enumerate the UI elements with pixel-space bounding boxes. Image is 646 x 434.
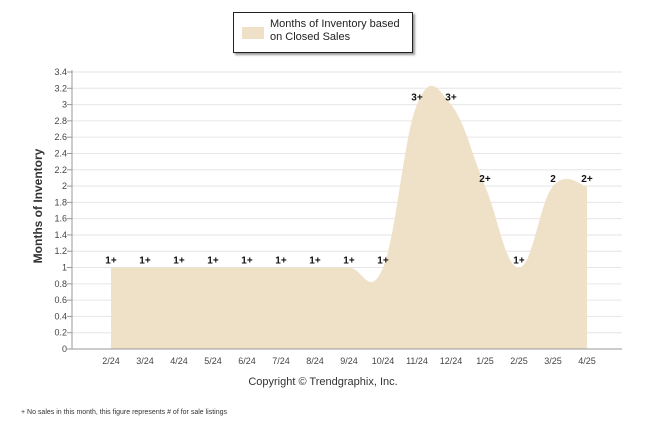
x-tick-label: 4/24 — [170, 356, 188, 366]
x-tick-label: 8/24 — [306, 356, 324, 366]
data-label: 2+ — [581, 174, 593, 185]
y-axis-label: Months of Inventory — [31, 148, 45, 263]
data-label: 3+ — [411, 93, 423, 104]
y-tick-label: 1.4 — [54, 230, 67, 240]
y-tick-label: 1.8 — [54, 197, 67, 207]
copyright-text: Copyright © Trendgraphix, Inc. — [248, 376, 398, 388]
y-tick-label: 2.6 — [54, 132, 67, 142]
y-tick-label: 1 — [62, 263, 67, 273]
x-tick-label: 3/24 — [136, 356, 154, 366]
legend-label: Months of Inventory based on Closed Sale… — [270, 18, 400, 44]
axes — [71, 70, 622, 350]
data-label: 1+ — [377, 256, 389, 267]
y-tick-label: 0.4 — [54, 311, 67, 321]
footnote: + No sales in this month, this figure re… — [21, 409, 228, 416]
x-tick-label: 5/24 — [204, 356, 222, 366]
data-label: 3+ — [445, 93, 457, 104]
x-tick-label: 3/25 — [544, 356, 562, 366]
data-label: 1+ — [241, 256, 253, 267]
legend-label-line1: Months of Inventory based — [270, 18, 400, 30]
data-label: 1+ — [309, 256, 321, 267]
area-fill — [111, 85, 587, 349]
y-tick-labels: 0 0.2 0.4 0.6 0.8 1 1.2 1.4 1.6 1.8 2 2.2 2.4 2.6 2.8 3… — [54, 67, 67, 354]
data-label: 1+ — [173, 256, 185, 267]
legend-label-line2: on Closed Sales — [270, 31, 351, 43]
data-label: 1+ — [343, 256, 355, 267]
y-tick-label: 0.8 — [54, 279, 67, 289]
x-tick-label: 9/24 — [340, 356, 358, 366]
y-tick-label: 0.6 — [54, 295, 67, 305]
x-tick-label: 4/25 — [578, 356, 596, 366]
data-label: 2+ — [479, 174, 491, 185]
y-tick-label: 2.2 — [54, 165, 67, 175]
x-tick-label: 12/24 — [440, 356, 463, 366]
y-tick-label: 3.2 — [54, 83, 67, 93]
y-tick-label: 2 — [62, 181, 67, 191]
x-tick-label: 2/24 — [102, 356, 120, 366]
data-label: 1+ — [513, 256, 525, 267]
x-tick-label: 7/24 — [272, 356, 290, 366]
y-tick-label: 0.2 — [54, 328, 67, 338]
data-label: 1+ — [207, 256, 219, 267]
data-label: 1+ — [105, 256, 117, 267]
legend: Months of Inventory based on Closed Sale… — [233, 12, 413, 53]
data-labels: 1+ 1+ 1+ 1+ 1+ 1+ 1+ 1+ 1+ 3+ 3+ 2+ 1+ 2 2+ — [105, 93, 593, 267]
x-tick-label: 10/24 — [372, 356, 395, 366]
x-tick-label: 6/24 — [238, 356, 256, 366]
y-tick-label: 3 — [62, 100, 67, 110]
data-label: 2 — [550, 174, 556, 185]
data-label: 1+ — [139, 256, 151, 267]
y-tick-label: 2.8 — [54, 116, 67, 126]
x-tick-label: 11/24 — [406, 356, 428, 366]
y-tick-label: 1.2 — [54, 246, 67, 256]
x-tick-labels: 2/24 3/24 4/24 5/24 6/24 7/24 8/24 9/24 10/24 11/… — [102, 356, 596, 366]
y-tick-label: 0 — [62, 344, 67, 354]
y-tick-label: 2.4 — [54, 148, 67, 158]
data-label: 1+ — [275, 256, 287, 267]
x-tick-label: 1/25 — [476, 356, 494, 366]
legend-swatch — [242, 27, 264, 39]
y-tick-label: 3.4 — [54, 67, 67, 77]
area-series — [111, 85, 587, 349]
y-tick-label: 1.6 — [54, 214, 67, 224]
x-tick-label: 2/25 — [510, 356, 528, 366]
